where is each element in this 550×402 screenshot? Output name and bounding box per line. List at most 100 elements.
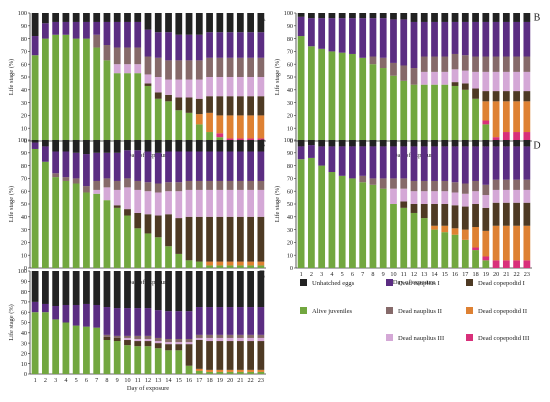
bar-segment-alive bbox=[431, 84, 438, 141]
x-tick-label: 2 bbox=[44, 377, 47, 384]
bar-segment-dead-n2 bbox=[185, 338, 193, 343]
x-tick-label: 4 bbox=[330, 271, 333, 278]
bar-segment-dead-n2 bbox=[492, 56, 500, 72]
bar-segment-dead-n1 bbox=[206, 32, 213, 58]
bar-segment-unhatched bbox=[308, 13, 315, 19]
bar-segment-dead-n1 bbox=[400, 146, 408, 179]
bar-segment-dead-n3 bbox=[236, 337, 244, 342]
legend-label: Dead nauplius II bbox=[398, 308, 442, 315]
bar-segment-unhatched bbox=[103, 271, 111, 308]
bar-segment-dead-n1 bbox=[124, 21, 131, 48]
bar-segment-unhatched bbox=[513, 13, 520, 22]
bar-segment-dead-c1 bbox=[113, 337, 121, 342]
bar-segment-alive bbox=[144, 233, 152, 268]
bar-segment-dead-n2 bbox=[216, 57, 224, 77]
bar-segment-dead-n3 bbox=[226, 77, 234, 97]
bar-segment-dead-c1 bbox=[441, 204, 449, 226]
bar-segment-alive bbox=[195, 124, 203, 141]
bar-segment-dead-n3 bbox=[144, 74, 152, 84]
bar-segment-alive bbox=[154, 348, 162, 374]
y-tick-label: 90 bbox=[21, 23, 27, 30]
bar-segment-dead-n3 bbox=[257, 189, 265, 217]
bar-segment-dead-n1 bbox=[72, 304, 80, 326]
bar-segment-dead-c1 bbox=[154, 343, 162, 349]
x-tick-label: 9 bbox=[116, 377, 119, 384]
bar-segment-dead-n1 bbox=[359, 18, 367, 58]
bar-segment-dead-n1 bbox=[328, 18, 336, 52]
bar-segment-dead-n1 bbox=[165, 151, 172, 183]
bar-segment-dead-c1 bbox=[165, 214, 172, 247]
x-tick-label: 6 bbox=[85, 377, 88, 384]
bar-segment-dead-n2 bbox=[52, 173, 60, 178]
bar-segment-dead-c1 bbox=[257, 96, 265, 116]
bar-segment-dead-c2 bbox=[247, 369, 254, 372]
bar-segment-dead-c1 bbox=[513, 202, 520, 226]
bar-segment-dead-c2 bbox=[206, 369, 213, 372]
bar-segment-dead-n2 bbox=[124, 47, 131, 65]
x-tick-label: 17 bbox=[462, 271, 468, 278]
x-tick-label: 19 bbox=[483, 271, 489, 278]
bar-segment-dead-n1 bbox=[472, 146, 479, 181]
bar-segment-dead-c1 bbox=[206, 96, 213, 113]
bar-segment-dead-n1 bbox=[461, 146, 469, 184]
bar-segment-unhatched bbox=[328, 13, 336, 19]
bar-segment-dead-c1 bbox=[236, 216, 244, 262]
y-tick-label: 90 bbox=[287, 150, 293, 157]
bar-segment-alive bbox=[482, 124, 490, 141]
bar-segment-dead-c1 bbox=[236, 341, 244, 370]
bar-segment-dead-n3 bbox=[420, 71, 428, 85]
x-tick-label: 14 bbox=[431, 271, 437, 278]
bar-segment-alive bbox=[441, 84, 449, 141]
bar-segment-dead-n1 bbox=[502, 21, 510, 57]
bar-segment-dead-n3 bbox=[226, 337, 234, 342]
y-tick-label: 0 bbox=[24, 265, 27, 272]
bar-segment-dead-c1 bbox=[144, 83, 152, 86]
bar-segment-dead-n3 bbox=[165, 342, 172, 345]
bar-segment-unhatched bbox=[257, 140, 265, 152]
bar-segment-dead-c1 bbox=[134, 212, 142, 229]
bar-segment-dead-n2 bbox=[379, 178, 387, 189]
y-tick-label: 60 bbox=[21, 188, 27, 195]
bar-segment-dead-n1 bbox=[185, 34, 193, 61]
bar-segment-alive bbox=[359, 57, 367, 141]
bar-segment-alive bbox=[338, 52, 346, 141]
bar-segment-unhatched bbox=[83, 271, 90, 304]
bar-segment-unhatched bbox=[359, 13, 367, 19]
chart-panel-b: 0102030405060708090100123456789101112131… bbox=[274, 10, 541, 159]
bar-segment-dead-n1 bbox=[103, 21, 111, 45]
bar-segment-dead-n1 bbox=[349, 146, 356, 179]
bar-segment-alive bbox=[247, 371, 254, 374]
bar-segment-unhatched bbox=[72, 140, 80, 153]
bar-segment-unhatched bbox=[226, 140, 234, 152]
x-tick-label: 5 bbox=[341, 271, 344, 278]
bar-segment-alive bbox=[349, 178, 356, 268]
bar-segment-alive bbox=[31, 312, 39, 374]
bar-segment-dead-n1 bbox=[31, 142, 39, 149]
x-tick-label: 3 bbox=[320, 271, 323, 278]
bar-segment-unhatched bbox=[72, 271, 80, 305]
legend-swatch bbox=[386, 334, 393, 341]
x-tick-label: 11 bbox=[135, 377, 141, 384]
bar-segment-dead-c1 bbox=[195, 340, 203, 369]
bar-segment-alive bbox=[83, 192, 90, 268]
bar-segment-unhatched bbox=[420, 13, 428, 22]
bar-segment-dead-n1 bbox=[83, 154, 90, 187]
bar-segment-unhatched bbox=[175, 271, 183, 312]
y-tick-label: 40 bbox=[21, 330, 27, 337]
bar-segment-unhatched bbox=[482, 140, 490, 147]
x-tick-label: 15 bbox=[176, 377, 182, 384]
bar-segment-alive bbox=[400, 80, 408, 141]
bar-segment-dead-n1 bbox=[206, 307, 213, 335]
bar-segment-unhatched bbox=[257, 271, 265, 308]
bar-segment-dead-n2 bbox=[103, 334, 111, 337]
bar-segment-unhatched bbox=[62, 140, 70, 152]
bar-segment-alive bbox=[338, 175, 346, 268]
bar-segment-dead-n2 bbox=[472, 56, 479, 72]
bar-segment-dead-n1 bbox=[308, 18, 315, 47]
bar-segment-alive bbox=[206, 371, 213, 374]
bar-segment-dead-n1 bbox=[420, 21, 428, 57]
bar-segment-unhatched bbox=[502, 13, 510, 22]
bar-segment-dead-n3 bbox=[420, 191, 428, 204]
bar-segment-dead-n1 bbox=[492, 21, 500, 57]
bar-segment-unhatched bbox=[113, 13, 121, 22]
